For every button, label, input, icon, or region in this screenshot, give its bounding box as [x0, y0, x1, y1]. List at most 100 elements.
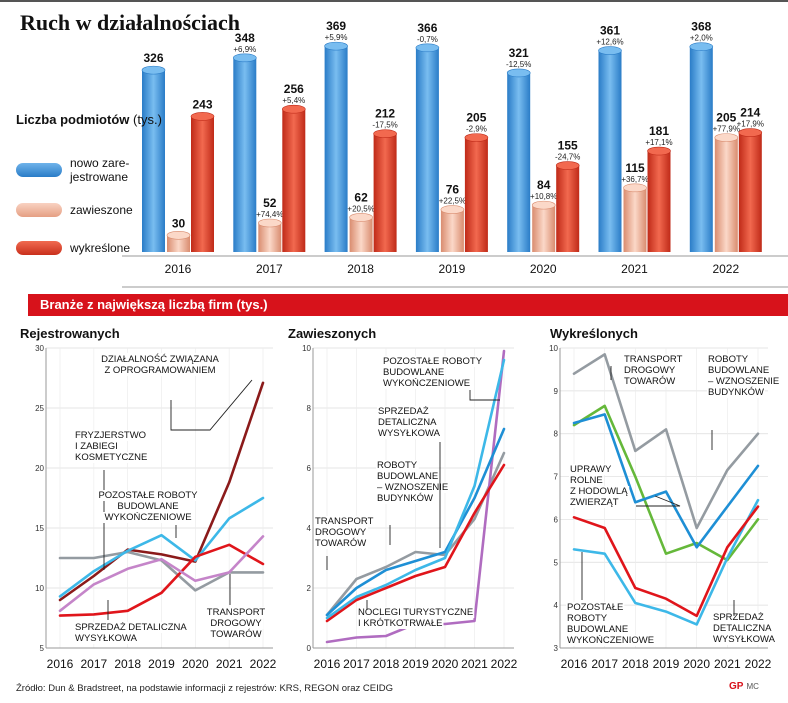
series-label-bg-registered-1 — [74, 452, 149, 463]
legend-swatch-registered — [16, 163, 62, 177]
series-label-removed-1: ZWIERZĄT — [570, 497, 619, 508]
bar-cap-removed-2018 — [373, 129, 397, 139]
series-label-suspended-2: BUDYNKÓW — [377, 493, 433, 504]
series-label-bg-registered-0 — [103, 365, 217, 376]
series-label-bg-removed-1 — [569, 475, 604, 486]
bar-removed-2020 — [556, 165, 580, 252]
series-label-bg-removed-0 — [623, 365, 677, 376]
series-label-bg-registered-1 — [74, 441, 119, 452]
bar-cap-removed-2016 — [190, 112, 215, 121]
series-label-bg-registered-3 — [74, 633, 139, 644]
series-label-bg-registered-4 — [209, 629, 263, 640]
bar-value-suspended-2018: 62 — [354, 190, 368, 204]
x-tick-suspended-2019: 2019 — [402, 657, 429, 671]
leader-line-removed-1 — [636, 495, 681, 507]
y-tick-registered-30: 30 — [35, 344, 44, 353]
series-label-bg-registered-2 — [103, 512, 193, 523]
bar-cap-suspended-2021 — [623, 183, 647, 193]
bar-cap-removed-2017 — [281, 104, 306, 114]
x-tick-removed-2022: 2022 — [745, 657, 772, 671]
bar-cap-removed-2022 — [738, 128, 763, 137]
x-tick-suspended-2016: 2016 — [314, 657, 341, 671]
x-tick-2018: 2018 — [347, 262, 374, 276]
series-label-bg-removed-1 — [569, 464, 614, 475]
series-label-registered-2: BUDOWLANE — [117, 501, 178, 512]
x-tick-registered-2020: 2020 — [182, 657, 209, 671]
series-label-bg-suspended-3 — [377, 417, 439, 428]
panel-title-suspended: Zawieszonych — [288, 326, 376, 341]
series-label-removed-0: TRANSPORT — [624, 354, 683, 365]
y-tick-suspended-0: 0 — [307, 644, 312, 653]
bar-value-suspended-2017: 52 — [263, 196, 277, 210]
section-banner: Branże z największą liczbą firm (tys.) — [28, 294, 788, 316]
panel-title-registered: Rejestrowanych — [20, 326, 120, 341]
series-label-removed-3: WYKOŃCZENIOWE — [567, 635, 654, 646]
series-line-registered-2 — [58, 496, 265, 598]
series-label-bg-suspended-0 — [314, 527, 368, 538]
bar-cap-removed-2020 — [555, 161, 580, 170]
bar-cap-registered-2019 — [415, 43, 440, 53]
series-line-registered-0 — [58, 381, 265, 602]
series-label-removed-4: SPRZEDAŻ — [713, 612, 764, 623]
bar-registered-2016 — [142, 70, 165, 252]
x-tick-registered-2019: 2019 — [148, 657, 175, 671]
series-label-bg-removed-4 — [712, 634, 777, 645]
bar-suspended-2018 — [349, 217, 373, 252]
series-label-registered-0: Z OPROGRAMOWANIEM — [104, 365, 215, 376]
bar-value-suspended-2016: 30 — [172, 216, 186, 230]
series-line-removed-2 — [572, 413, 760, 549]
series-label-suspended-4: WYKOŃCZENIOWE — [383, 378, 470, 389]
bar-suspended-2016 — [167, 235, 190, 252]
bar-value-registered-2021: 361 — [600, 24, 620, 38]
bar-change-registered-2020: -12,5% — [506, 60, 531, 69]
bar-registered-2020 — [507, 72, 531, 252]
series-label-bg-registered-1 — [74, 430, 148, 441]
series-label-suspended-0: TRANSPORT — [315, 516, 374, 527]
bar-cap-suspended-2022 — [714, 133, 739, 142]
top-rule — [0, 0, 788, 2]
y-tick-suspended-6: 6 — [307, 464, 312, 473]
bar-cap-suspended-2018 — [349, 213, 373, 222]
source-footer: Źródło: Dun & Bradstreet, na podstawie i… — [16, 683, 393, 694]
series-label-bg-removed-2 — [707, 387, 765, 398]
x-tick-registered-2018: 2018 — [114, 657, 141, 671]
legend-item-suspended: zawieszone — [16, 203, 133, 217]
bar-removed-2018 — [373, 133, 397, 252]
series-label-suspended-0: DROGOWY — [315, 527, 367, 538]
bar-change-registered-2017: +6,9% — [233, 45, 256, 54]
bar-cap-registered-2018 — [324, 41, 348, 51]
series-label-bg-suspended-4 — [382, 367, 446, 378]
x-tick-removed-2021: 2021 — [714, 657, 741, 671]
y-tick-removed-10: 10 — [549, 344, 558, 353]
x-tick-registered-2017: 2017 — [80, 657, 107, 671]
series-label-bg-suspended-2 — [376, 471, 440, 482]
series-label-bg-suspended-1 — [357, 607, 475, 618]
series-label-suspended-1: NOCLEGI TURYSTYCZNE — [358, 607, 473, 618]
series-label-removed-2: – WZNOSZENIE — [708, 376, 779, 387]
series-line-suspended-2 — [325, 427, 506, 617]
bar-change-removed-2021: +17,1% — [645, 138, 672, 147]
series-label-bg-suspended-3 — [377, 406, 430, 417]
bar-change-suspended-2021: +36,7% — [621, 175, 648, 184]
x-tick-removed-2017: 2017 — [591, 657, 618, 671]
y-tick-removed-9: 9 — [554, 387, 559, 396]
y-tick-removed-3: 3 — [554, 644, 559, 653]
legend-swatch-removed — [16, 241, 62, 255]
x-tick-2019: 2019 — [439, 262, 466, 276]
series-label-bg-suspended-3 — [377, 428, 442, 439]
bar-change-removed-2019: -2,9% — [466, 125, 487, 134]
series-label-suspended-0: TOWARÓW — [315, 538, 366, 549]
series-label-removed-4: DETALICZNA — [713, 623, 772, 634]
x-tick-removed-2018: 2018 — [622, 657, 649, 671]
series-label-bg-removed-3 — [566, 635, 656, 646]
x-tick-suspended-2017: 2017 — [343, 657, 370, 671]
bar-value-removed-2022: 214 — [740, 106, 760, 120]
bar-suspended-2021 — [623, 187, 647, 252]
bar-registered-2022 — [689, 46, 713, 253]
y-tick-registered-5: 5 — [40, 644, 45, 653]
bar-suspended-2019 — [440, 209, 464, 252]
bar-value-removed-2018: 212 — [375, 107, 395, 121]
series-label-removed-0: DROGOWY — [624, 365, 676, 376]
y-tick-removed-8: 8 — [554, 430, 559, 439]
chart-title: Ruch w działalnościach — [20, 10, 241, 35]
